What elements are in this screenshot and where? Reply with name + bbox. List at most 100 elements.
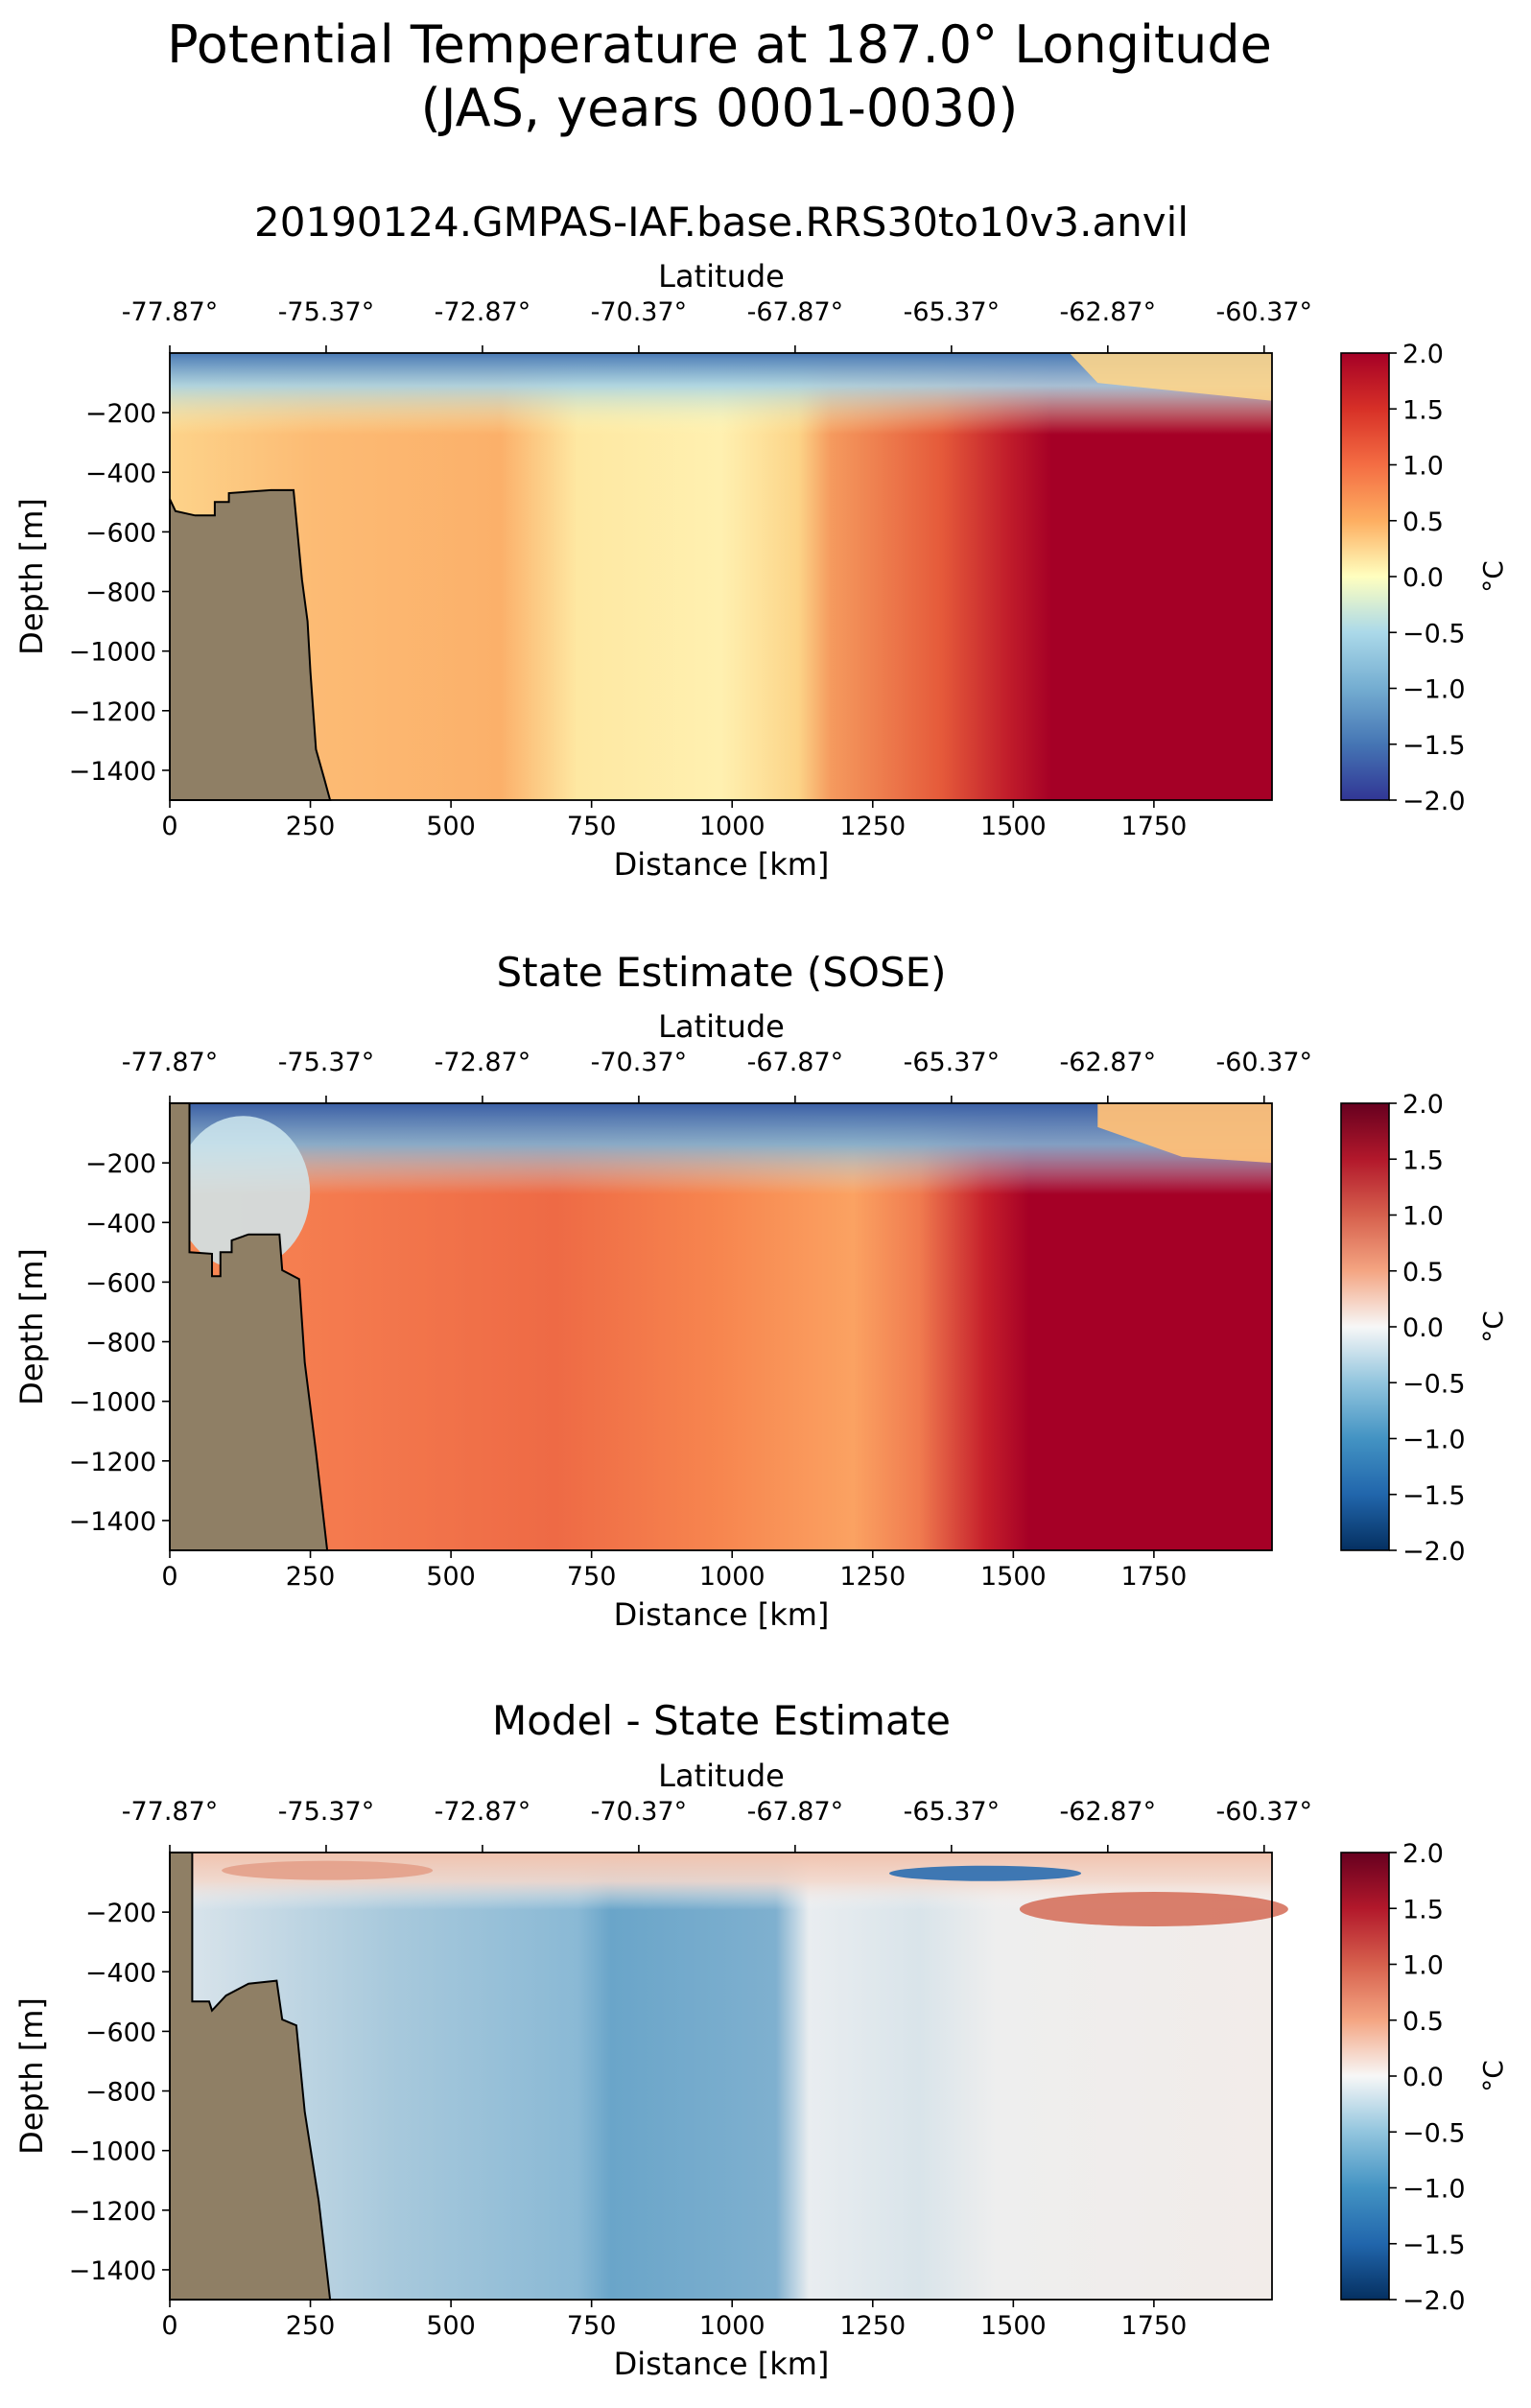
lat-tick-label: -70.37° (591, 1797, 688, 1827)
lat-tick-label: -67.87° (747, 1048, 844, 1077)
y-tick-label: −1400 (69, 2256, 156, 2286)
lat-tick-label: -72.87° (435, 1048, 531, 1077)
x-tick-label: 1000 (699, 812, 766, 841)
x-tick-label: 250 (286, 812, 336, 841)
lat-tick-label: -67.87° (747, 297, 844, 327)
colorbar (1340, 1852, 1390, 2301)
colorbar-tick-label: 1.5 (1402, 1145, 1444, 1175)
y-tick-label: −1200 (69, 697, 156, 727)
colorbar (1340, 1102, 1390, 1551)
figure-title: Potential Temperature at 187.0° Longitud… (167, 14, 1272, 138)
lat-tick-label: -62.87° (1060, 297, 1157, 327)
y-tick-label: −1200 (69, 2197, 156, 2227)
y-axis-label: Depth [m] (13, 498, 50, 655)
x-tick-label: 1750 (1121, 1562, 1188, 1592)
y-tick-label: −800 (85, 578, 156, 608)
colorbar-tick-label: 0.0 (1402, 563, 1444, 593)
axes-frame (169, 352, 1273, 801)
lat-tick-label: -77.87° (122, 1797, 219, 1827)
colorbar-tick-label: 2.0 (1402, 1090, 1444, 1120)
x-tick-label: 750 (567, 1562, 617, 1592)
y-tick-label: −200 (85, 1899, 156, 1928)
colorbar-tick-label: −2.0 (1402, 2286, 1466, 2316)
lat-tick-label: -65.37° (904, 297, 1001, 327)
colorbar (1340, 352, 1390, 801)
cold-shelf-patch (176, 1116, 311, 1270)
colorbar-tick-label: 0.0 (1402, 2063, 1444, 2092)
bathymetry-land (169, 1852, 332, 2301)
colorbar-tick-label: −1.5 (1402, 2231, 1466, 2260)
x-axis-label: Distance [km] (614, 846, 830, 883)
x-tick-label: 0 (161, 1562, 177, 1592)
y-axis-label: Depth [m] (13, 1248, 50, 1405)
lat-tick-label: -65.37° (904, 1797, 1001, 1827)
lat-tick-label: -62.87° (1060, 1048, 1157, 1077)
bathymetry-land (169, 488, 332, 801)
y-tick-label: −400 (85, 459, 156, 488)
x-tick-label: 1750 (1121, 812, 1188, 841)
colorbar-tick-label: 2.0 (1402, 340, 1444, 369)
x-tick-label: 1500 (980, 1562, 1047, 1592)
colorbar-tick-label: 1.0 (1402, 1202, 1444, 1232)
colorbar-tick-label: −2.0 (1402, 787, 1466, 816)
x-tick-label: 500 (426, 2311, 476, 2341)
colorbar-tick-label: 2.0 (1402, 1839, 1444, 1869)
chart-panel-3: Model - State Estimate 0 250 500 750 1000 1250… (13, 1697, 1509, 2382)
y-tick-label: −1000 (69, 2137, 156, 2167)
lat-tick-label: -60.37° (1216, 1797, 1313, 1827)
y-tick-label: −200 (85, 1149, 156, 1179)
x-tick-label: 500 (426, 812, 476, 841)
y-tick-label: −800 (85, 1329, 156, 1358)
lat-tick-label: -67.87° (747, 1797, 844, 1827)
lat-axis-label: Latitude (658, 1008, 785, 1045)
lat-tick-label: -72.87° (435, 297, 531, 327)
lat-tick-label: -70.37° (591, 297, 688, 327)
lat-axis-label: Latitude (658, 1758, 785, 1794)
x-tick-label: 1500 (980, 812, 1047, 841)
colorbar-tick-label: −2.0 (1402, 1537, 1466, 1567)
chart-panel-2: State Estimate (SOSE) 0 250 500 750 1000 1250 1… (13, 949, 1509, 1633)
colorbar-label: °C (1477, 560, 1509, 593)
colorbar-tick-label: −0.5 (1402, 2118, 1466, 2148)
x-tick-label: 500 (426, 1562, 476, 1592)
y-tick-label: −1400 (69, 757, 156, 787)
y-tick-label: −800 (85, 2078, 156, 2108)
lat-tick-label: -77.87° (122, 1048, 219, 1077)
lat-tick-label: -65.37° (904, 1048, 1001, 1077)
colorbar-tick-label: −1.0 (1402, 2175, 1466, 2205)
lat-axis-label: Latitude (658, 258, 785, 295)
colorbar-label: °C (1477, 2060, 1509, 2092)
lat-tick-label: -75.37° (278, 297, 375, 327)
x-axis-label: Distance [km] (614, 2346, 830, 2382)
lat-tick-label: -62.87° (1060, 1797, 1157, 1827)
colorbar-tick-label: −1.5 (1402, 731, 1466, 761)
warm-anomaly (1019, 1892, 1288, 1927)
x-tick-label: 250 (286, 1562, 336, 1592)
colorbar-tick-label: 1.0 (1402, 452, 1444, 482)
x-tick-label: 1000 (699, 2311, 766, 2341)
surface-layer (170, 1103, 1272, 1194)
chart-panel-1: 20190124.GMPAS-IAF.base.RRS30to10v3.anvi… (13, 199, 1509, 883)
y-tick-label: −1000 (69, 638, 156, 668)
colorbar-tick-label: 0.0 (1402, 1313, 1444, 1343)
axes-frame (169, 1852, 1273, 2301)
colorbar-tick-label: 1.5 (1402, 1895, 1444, 1924)
lat-tick-label: -75.37° (278, 1797, 375, 1827)
colorbar-tick-label: 0.5 (1402, 2007, 1444, 2037)
lat-tick-label: -60.37° (1216, 1048, 1313, 1077)
warm-surface-patch (1069, 353, 1272, 401)
x-tick-label: 1250 (839, 1562, 906, 1592)
y-tick-label: −1200 (69, 1448, 156, 1477)
colorbar-tick-label: −1.0 (1402, 1426, 1466, 1455)
x-tick-label: 0 (161, 2311, 177, 2341)
panel-title: Model - State Estimate (492, 1697, 951, 1744)
y-tick-label: −600 (85, 2018, 156, 2047)
y-tick-label: −1000 (69, 1388, 156, 1418)
y-axis-label: Depth [m] (13, 1997, 50, 2155)
x-tick-label: 250 (286, 2311, 336, 2341)
colorbar-tick-label: 1.0 (1402, 1951, 1444, 1981)
bathymetry-land (169, 1102, 329, 1551)
y-tick-label: −200 (85, 399, 156, 429)
y-tick-label: −600 (85, 1268, 156, 1298)
